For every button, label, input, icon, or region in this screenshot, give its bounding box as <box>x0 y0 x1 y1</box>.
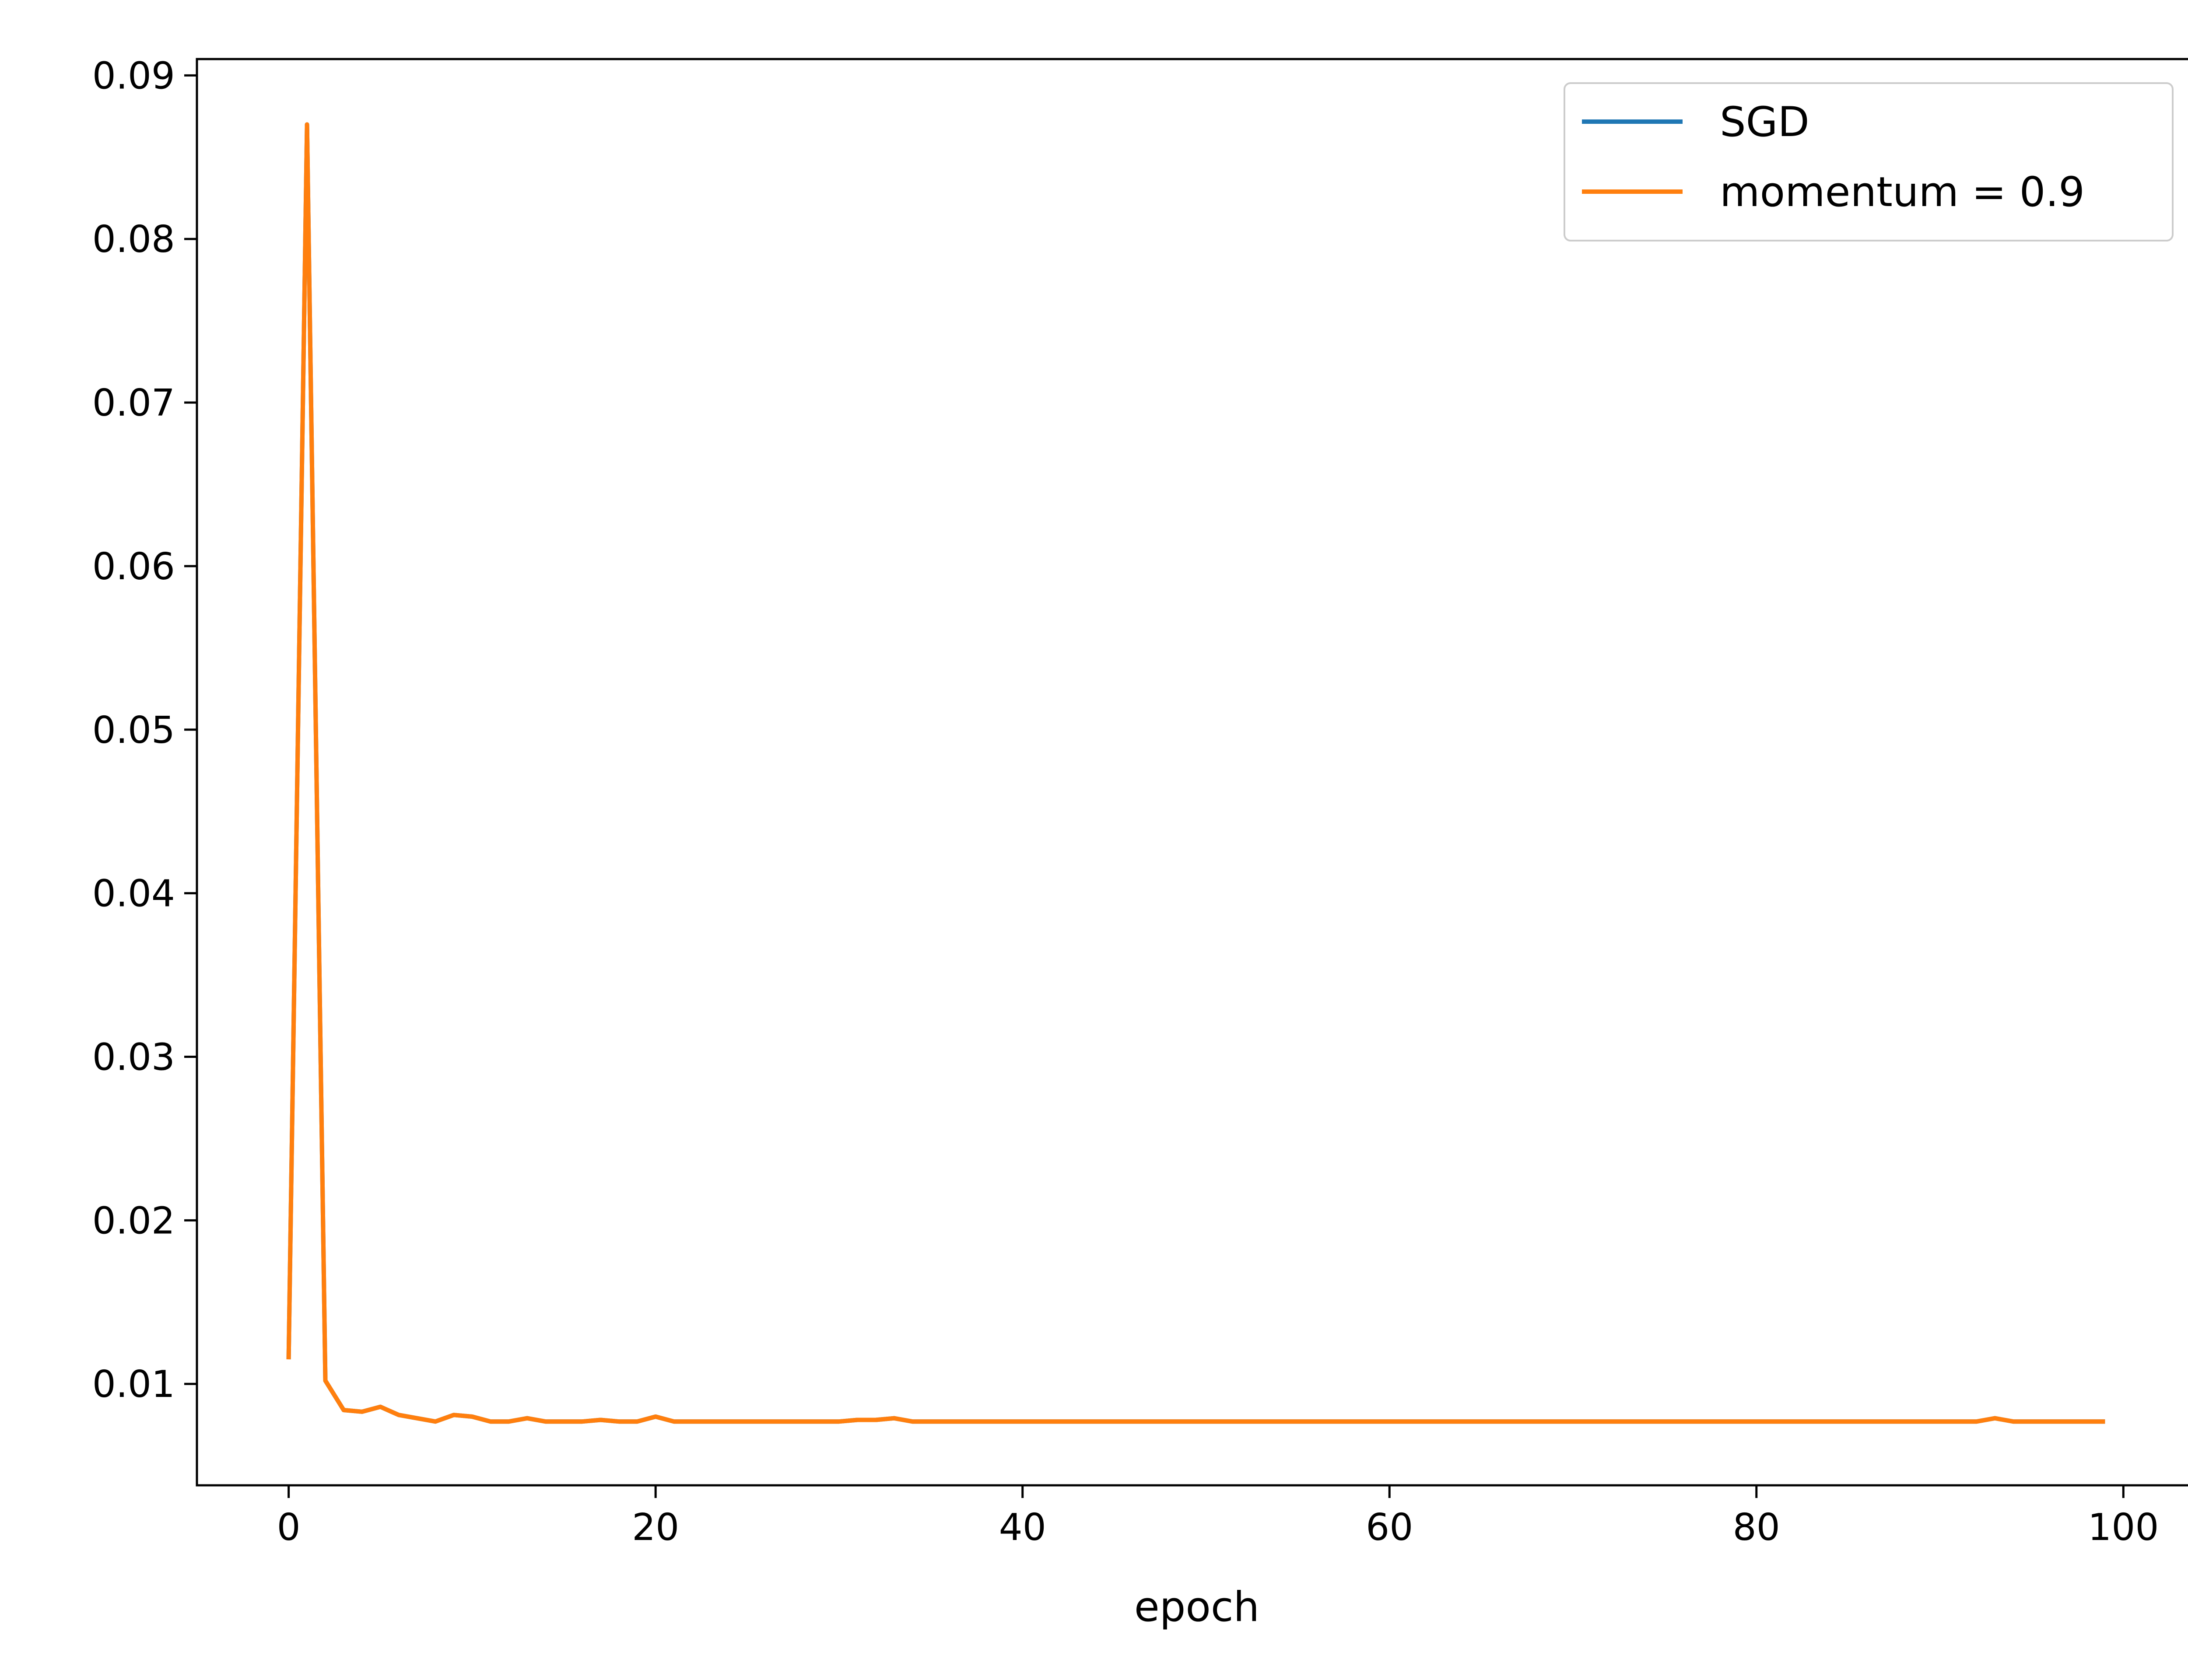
y-tick-label: 0.05 <box>92 709 175 752</box>
axes-frame <box>196 58 2188 1487</box>
x-tick-label: 20 <box>632 1506 679 1549</box>
plot-area <box>286 122 2105 1424</box>
y-tick-label: 0.09 <box>92 54 175 98</box>
legend: SGD momentum = 0.9 <box>1564 82 2174 242</box>
legend-box <box>1564 82 2174 242</box>
y-tick-label: 0.08 <box>92 218 175 261</box>
series-line-momentum <box>286 122 2105 1424</box>
y-tick-label: 0.01 <box>92 1363 175 1406</box>
y-tick-label: 0.06 <box>92 545 175 588</box>
y-tick-label: 0.03 <box>92 1036 175 1079</box>
y-tick-label: 0.04 <box>92 872 175 916</box>
x-tick-label: 100 <box>2088 1506 2159 1549</box>
x-axis-label: epoch <box>1134 1583 1259 1631</box>
y-tick-label: 0.07 <box>92 382 175 425</box>
legend-label: SGD <box>1720 98 1809 146</box>
legend-label: momentum = 0.9 <box>1720 168 2085 216</box>
x-tick-label: 60 <box>1366 1506 1413 1549</box>
x-tick-label: 40 <box>999 1506 1046 1549</box>
y-tick-label: 0.02 <box>92 1199 175 1242</box>
x-tick-label: 0 <box>277 1506 301 1549</box>
y-axis: 0.01 0.02 0.03 0.04 0.05 0.06 0.07 0.08 0.09 <box>92 54 197 1406</box>
x-axis: 0 20 40 60 80 100 <box>277 1485 2159 1549</box>
x-tick-label: 80 <box>1733 1506 1780 1549</box>
